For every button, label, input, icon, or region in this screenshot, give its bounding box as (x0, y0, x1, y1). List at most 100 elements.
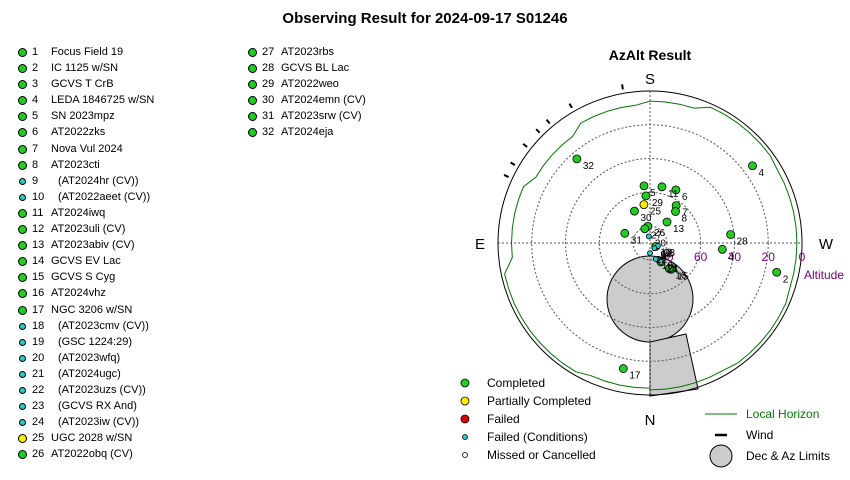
wind-mark (545, 119, 551, 125)
target-point (717, 244, 727, 254)
legend-wind-label: Wind (746, 428, 773, 442)
target-name: (AT2024ugc) (58, 367, 121, 380)
target-name: (AT2023wfq) (58, 351, 121, 364)
target-point-label: 18 (662, 261, 674, 272)
target-point-label: 3 (728, 251, 734, 262)
wind-mark (503, 174, 510, 178)
compass-east-label: E (475, 236, 485, 253)
target-point-label: 26 (654, 228, 666, 239)
target-point-label: 8 (682, 213, 688, 224)
target-point-label: 6 (682, 192, 688, 203)
target-name: GCVS BL Lac (281, 62, 350, 75)
target-name: Focus Field 19 (51, 46, 124, 58)
status-dot-icon (18, 289, 27, 299)
target-name: (GSC 1224:29) (58, 335, 132, 348)
target-point-label: 19 (666, 263, 678, 274)
status-dot-icon (18, 128, 27, 138)
target-point (647, 250, 653, 257)
target-number: 5 (32, 110, 39, 123)
target-point (662, 217, 672, 227)
target-point (630, 206, 639, 216)
target-number: 4 (32, 94, 39, 107)
status-dot-icon (19, 354, 26, 362)
target-name: AT2024emn (CV) (281, 94, 366, 107)
target-point (618, 364, 628, 373)
target-name: AT2024vhz (51, 287, 106, 300)
status-dot-icon (18, 305, 27, 315)
altitude-ring (598, 191, 702, 295)
target-point-label: 20 (655, 238, 667, 249)
target-point (748, 161, 757, 171)
target-point (651, 245, 658, 252)
target-point-label: 27 (651, 231, 663, 242)
page-title: Observing Result for 2024-09-17 S01246 (282, 10, 568, 27)
legend-limits-label: Dec & Az Limits (746, 449, 830, 463)
target-point-label: 32 (583, 161, 595, 172)
target-name: AT2022zks (51, 126, 106, 139)
legend-failed_conditions-icon (462, 434, 468, 440)
wind-mark (522, 143, 528, 148)
altitude-axis-label: Altitude (804, 268, 844, 282)
target-name: (AT2023uzs (CV)) (58, 383, 146, 396)
target-number: 28 (262, 62, 275, 75)
target-number: 21 (32, 367, 45, 380)
wind-mark (510, 161, 516, 166)
target-name: UGC 2028 w/SN (51, 432, 133, 445)
target-name: (GCVS RX And) (58, 400, 137, 413)
status-dot-icon (18, 48, 27, 57)
target-point (645, 233, 652, 240)
target-point-label: 10 (660, 248, 672, 259)
status-dot-icon (18, 450, 27, 460)
legend-partial-label: Partially Completed (487, 394, 591, 408)
target-number: 15 (32, 271, 45, 284)
target-name: AT2023cti (51, 158, 100, 171)
chart-title: AzAlt Result (609, 47, 692, 63)
target-point (671, 207, 680, 216)
target-number: 7 (32, 142, 39, 155)
legend-failed_conditions-label: Failed (Conditions) (487, 430, 588, 444)
target-point (664, 264, 674, 274)
target-name: (AT2023iw (CV)) (58, 416, 140, 429)
target-point-label: 7 (682, 208, 688, 219)
target-name: AT2023abiv (CV) (51, 239, 135, 252)
target-point (639, 181, 649, 191)
target-point-label: 21 (667, 264, 679, 275)
target-number: 24 (32, 416, 45, 429)
target-number: 11 (32, 206, 44, 219)
legend-partial-icon (460, 396, 470, 406)
target-number: 8 (32, 158, 39, 171)
target-name: AT2023srw (CV) (281, 110, 362, 123)
status-dot-icon (18, 208, 27, 218)
status-dot-icon (19, 177, 26, 185)
target-name: (AT2024hr (CV)) (58, 174, 139, 187)
legend-failed-icon (460, 414, 470, 424)
target-number: 6 (32, 126, 39, 139)
target-number: 2 (32, 62, 39, 75)
target-name: (AT2023cmv (CV)) (58, 319, 149, 332)
target-point-label: 4 (759, 168, 765, 179)
altitude-tick-label: 20 (762, 250, 776, 264)
altitude-tick-label: 0 (799, 250, 806, 264)
legend-limits-icon (709, 444, 733, 468)
target-point (772, 267, 782, 277)
target-point-label: 12 (662, 248, 674, 259)
status-dot-icon (18, 64, 27, 74)
status-dot-icon (18, 225, 27, 235)
target-point-label: 23 (664, 248, 676, 259)
target-point-label: 28 (737, 237, 749, 248)
target-point-label: 5 (650, 188, 656, 199)
status-dot-icon (19, 419, 26, 427)
target-point-label: 29 (652, 198, 664, 209)
status-dot-icon (19, 370, 26, 378)
target-name: GCVS S Cyg (51, 271, 116, 284)
status-dot-icon (19, 386, 26, 394)
status-dot-icon (248, 112, 257, 122)
status-dot-icon (248, 128, 257, 138)
target-number: 12 (32, 223, 45, 236)
target-point (640, 224, 650, 234)
altitude-tick-label: 60 (694, 250, 708, 264)
target-point (671, 185, 681, 195)
wind-mark (535, 128, 541, 134)
legend-missed-icon (462, 452, 468, 458)
